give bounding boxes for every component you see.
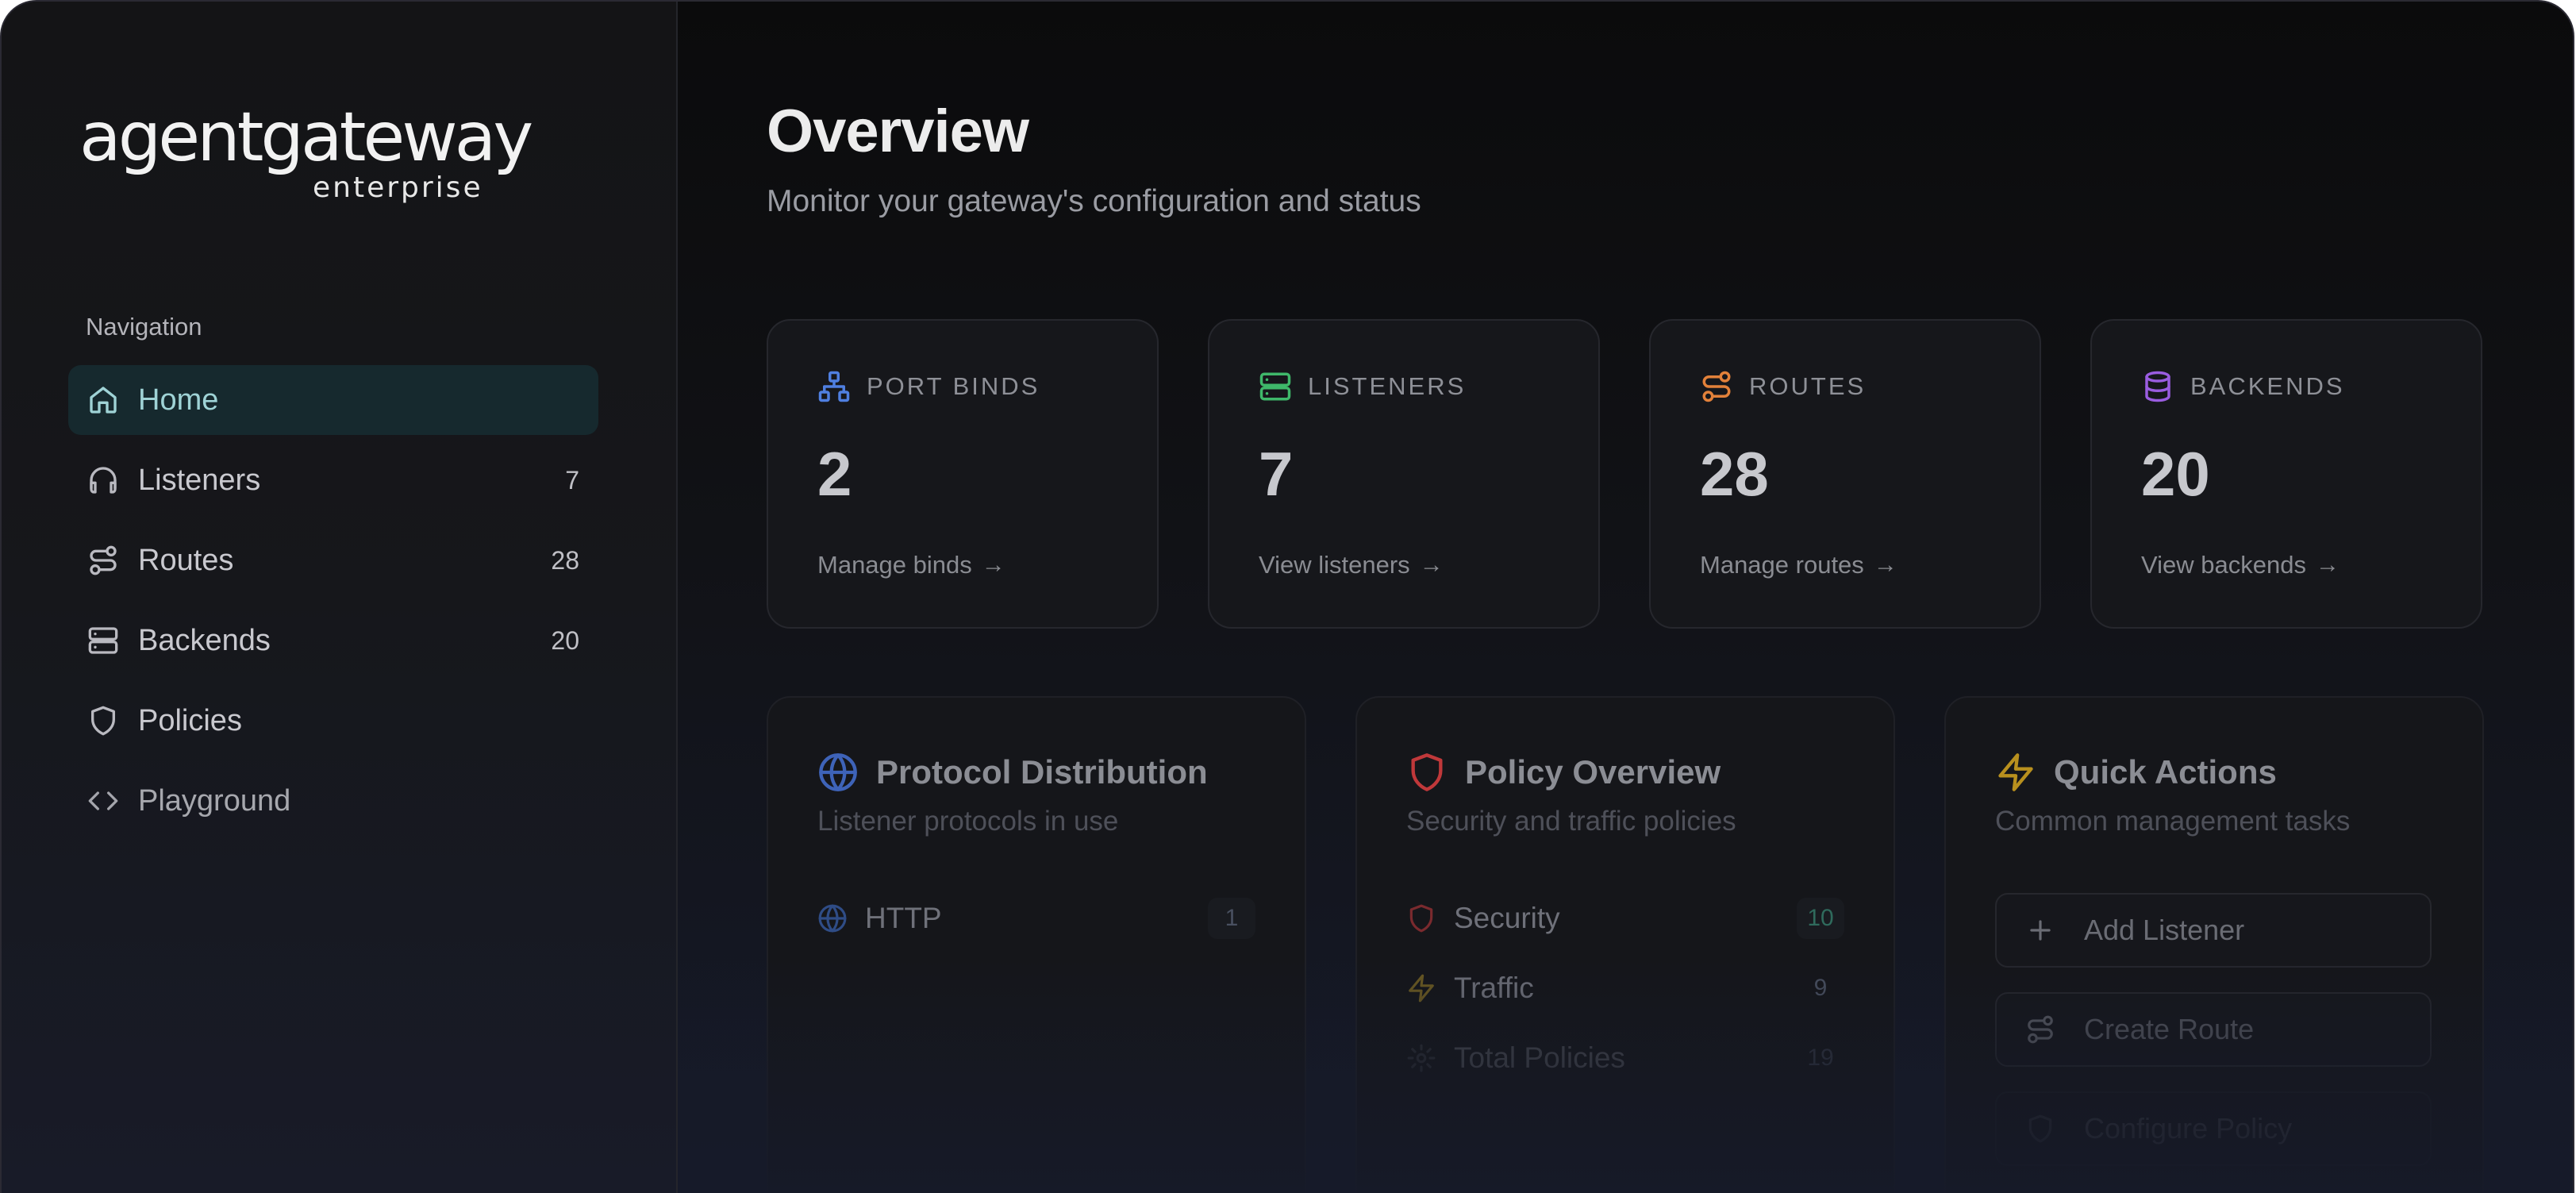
- server-icon: [86, 623, 121, 658]
- zap-icon: [1406, 973, 1436, 1003]
- database-icon: [2141, 370, 2174, 403]
- policy-row-security: Security 10: [1406, 895, 1844, 942]
- route-icon: [1700, 370, 1733, 403]
- arrow-right-icon: →: [1419, 552, 1444, 578]
- panel-subtitle: Security and traffic policies: [1406, 806, 1736, 837]
- shield-icon: [1997, 1114, 2055, 1144]
- sidebar-nav: Home Listeners 7 Routes 28 Back: [68, 365, 598, 846]
- stat-label: BACKENDS: [2190, 372, 2345, 400]
- create-route-button[interactable]: Create Route: [1995, 992, 2432, 1067]
- arrow-right-icon: →: [981, 552, 1005, 578]
- sidebar-item-label: Playground: [138, 783, 291, 818]
- panel-subtitle: Common management tasks: [1995, 806, 2351, 837]
- stat-value: 28: [1700, 439, 1769, 509]
- nav-heading: Navigation: [86, 313, 202, 341]
- stat-link-label: View listeners: [1259, 551, 1410, 579]
- brand-logo[interactable]: agentgateway enterprise: [79, 98, 533, 204]
- main-content: Overview Monitor your gateway's configur…: [767, 2, 2484, 1193]
- sidebar: agentgateway enterprise Navigation Home …: [2, 2, 678, 1193]
- server-icon: [1259, 370, 1292, 403]
- stat-label: LISTENERS: [1308, 372, 1467, 400]
- quick-action-label: Create Route: [2084, 1013, 2255, 1045]
- add-listener-button[interactable]: Add Listener: [1995, 893, 2432, 968]
- sidebar-item-label: Home: [138, 383, 219, 417]
- view-listeners-link[interactable]: View listeners →: [1259, 551, 1444, 579]
- stat-card-port-binds: PORT BINDS 2 Manage binds →: [767, 319, 1159, 629]
- brand-edition: enterprise: [313, 171, 483, 204]
- policy-count-badge: 9: [1813, 975, 1828, 1001]
- zap-icon: [1995, 752, 2036, 793]
- stat-value: 7: [1259, 439, 1294, 509]
- stat-value: 2: [817, 439, 852, 509]
- globe-icon: [817, 752, 859, 793]
- stat-link-label: View backends: [2141, 551, 2306, 579]
- protocol-count-badge: 1: [1208, 898, 1255, 939]
- gear-icon: [1406, 1043, 1436, 1073]
- brand-name: agentgateway: [79, 98, 533, 177]
- policy-label: Security: [1454, 902, 1560, 934]
- sidebar-item-routes[interactable]: Routes 28: [68, 525, 598, 595]
- policy-label: Total Policies: [1454, 1041, 1625, 1074]
- route-icon: [1997, 1014, 2055, 1045]
- sidebar-item-count: 7: [565, 465, 579, 495]
- view-backends-link[interactable]: View backends →: [2141, 551, 2340, 579]
- panel-title: Policy Overview: [1465, 753, 1721, 791]
- route-icon: [86, 543, 121, 578]
- sidebar-item-label: Backends: [138, 623, 271, 657]
- stat-label: ROUTES: [1749, 372, 1867, 400]
- panel-title: Protocol Distribution: [876, 753, 1208, 791]
- shield-icon: [1406, 752, 1448, 793]
- policy-count-badge: 10: [1797, 898, 1844, 939]
- plus-icon: [1997, 915, 2055, 945]
- stat-label: PORT BINDS: [867, 372, 1040, 400]
- sidebar-item-home[interactable]: Home: [68, 365, 598, 435]
- sidebar-item-count: 20: [551, 625, 579, 655]
- globe-icon: [817, 903, 848, 933]
- policy-row-traffic: Traffic 9: [1406, 964, 1844, 1012]
- sidebar-item-backends[interactable]: Backends 20: [68, 606, 598, 675]
- policy-count-badge: 19: [1807, 1045, 1834, 1071]
- policy-label: Traffic: [1454, 972, 1534, 1004]
- panel-subtitle: Listener protocols in use: [817, 806, 1119, 837]
- manage-binds-link[interactable]: Manage binds →: [817, 551, 1005, 579]
- stat-link-label: Manage routes: [1700, 551, 1864, 579]
- quick-actions-panel: Quick Actions Common management tasks Ad…: [1944, 696, 2484, 1193]
- sidebar-item-playground[interactable]: Playground: [68, 766, 598, 836]
- arrow-right-icon: →: [1873, 552, 1897, 578]
- stat-card-routes: ROUTES 28 Manage routes →: [1649, 319, 2041, 629]
- headphones-icon: [86, 463, 121, 498]
- sidebar-item-label: Listeners: [138, 463, 261, 497]
- stat-card-listeners: LISTENERS 7 View listeners →: [1208, 319, 1600, 629]
- panel-title: Quick Actions: [2054, 753, 2277, 791]
- protocol-label: HTTP: [865, 902, 942, 934]
- stat-card-backends: BACKENDS 20 View backends →: [2090, 319, 2482, 629]
- protocol-distribution-panel: Protocol Distribution Listener protocols…: [767, 696, 1306, 1193]
- configure-policy-button[interactable]: Configure Policy: [1995, 1091, 2432, 1166]
- sidebar-item-policies[interactable]: Policies: [68, 686, 598, 756]
- manage-routes-link[interactable]: Manage routes →: [1700, 551, 1897, 579]
- sidebar-item-count: 28: [551, 545, 579, 575]
- policy-row-total: Total Policies 19: [1406, 1034, 1844, 1082]
- arrow-right-icon: →: [2315, 552, 2340, 578]
- sidebar-item-label: Routes: [138, 543, 234, 577]
- page-title: Overview: [767, 98, 1029, 165]
- page-subtitle: Monitor your gateway's configuration and…: [767, 184, 1421, 218]
- code-icon: [86, 783, 121, 818]
- stat-link-label: Manage binds: [817, 551, 972, 579]
- sidebar-item-label: Policies: [138, 703, 242, 737]
- quick-action-label: Configure Policy: [2084, 1112, 2293, 1145]
- quick-action-label: Add Listener: [2084, 914, 2245, 946]
- sidebar-item-listeners[interactable]: Listeners 7: [68, 445, 598, 515]
- policy-overview-panel: Policy Overview Security and traffic pol…: [1355, 696, 1895, 1193]
- network-icon: [817, 370, 851, 403]
- home-icon: [86, 383, 121, 418]
- shield-icon: [1406, 903, 1436, 933]
- protocol-row-http: HTTP 1: [817, 895, 1255, 942]
- stat-value: 20: [2141, 439, 2210, 509]
- shield-icon: [86, 703, 121, 738]
